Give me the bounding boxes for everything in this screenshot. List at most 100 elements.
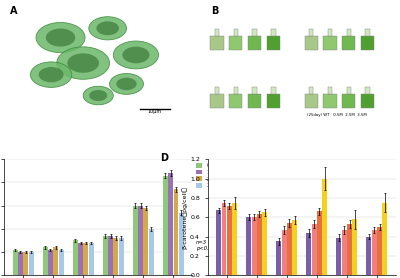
Bar bbox=[267, 94, 280, 108]
Bar bbox=[23, 252, 28, 275]
Bar bbox=[210, 94, 224, 108]
Bar bbox=[252, 87, 257, 94]
Circle shape bbox=[30, 62, 72, 87]
Bar bbox=[306, 233, 311, 275]
Circle shape bbox=[83, 86, 113, 105]
Bar bbox=[246, 217, 251, 275]
Bar bbox=[309, 87, 314, 94]
Bar bbox=[48, 250, 53, 275]
Bar bbox=[78, 243, 83, 275]
Text: (25day) WT   0.5M  2.5M  3.5M: (25day) WT 0.5M 2.5M 3.5M bbox=[308, 113, 367, 117]
Bar bbox=[324, 94, 337, 108]
Bar bbox=[366, 237, 371, 275]
Text: B: B bbox=[211, 6, 219, 16]
Bar bbox=[234, 87, 238, 94]
Bar bbox=[361, 94, 374, 108]
Circle shape bbox=[89, 90, 107, 101]
Y-axis label: β-carotene（pg/cell）: β-carotene（pg/cell） bbox=[182, 186, 187, 249]
Bar bbox=[372, 230, 377, 275]
Bar bbox=[377, 227, 382, 275]
Bar bbox=[328, 87, 332, 94]
Bar bbox=[287, 223, 292, 275]
Circle shape bbox=[110, 73, 144, 94]
Circle shape bbox=[36, 23, 85, 53]
Bar bbox=[234, 29, 238, 36]
Text: 10μm: 10μm bbox=[148, 109, 162, 114]
Bar bbox=[163, 175, 168, 275]
Bar bbox=[179, 213, 184, 275]
Bar bbox=[342, 94, 356, 108]
Bar bbox=[59, 250, 64, 275]
Bar bbox=[229, 94, 242, 108]
Bar bbox=[347, 87, 351, 94]
Circle shape bbox=[46, 29, 75, 47]
Text: n=3
p<0.05: n=3 p<0.05 bbox=[196, 240, 216, 251]
Bar bbox=[352, 219, 358, 275]
Bar bbox=[342, 230, 346, 275]
Bar bbox=[168, 173, 173, 275]
Bar bbox=[309, 29, 314, 36]
Bar bbox=[347, 224, 352, 275]
Bar bbox=[336, 237, 341, 275]
Bar bbox=[229, 36, 242, 50]
Bar bbox=[215, 29, 219, 36]
Bar bbox=[29, 252, 34, 275]
Bar bbox=[271, 29, 276, 36]
Bar bbox=[216, 210, 221, 275]
Bar bbox=[304, 94, 318, 108]
Bar bbox=[317, 212, 322, 275]
Bar bbox=[133, 206, 138, 275]
Bar bbox=[328, 29, 332, 36]
Bar bbox=[138, 206, 143, 275]
Bar bbox=[342, 36, 356, 50]
Bar bbox=[232, 203, 237, 275]
Bar bbox=[252, 217, 256, 275]
Bar bbox=[84, 243, 88, 275]
Bar bbox=[366, 29, 370, 36]
Bar bbox=[248, 94, 261, 108]
Bar bbox=[276, 241, 281, 275]
Circle shape bbox=[67, 53, 99, 73]
Bar bbox=[12, 250, 18, 275]
Text: A: A bbox=[10, 6, 17, 16]
Bar bbox=[304, 36, 318, 50]
Bar bbox=[257, 214, 262, 275]
Bar bbox=[271, 87, 276, 94]
Bar bbox=[347, 29, 351, 36]
Circle shape bbox=[113, 41, 158, 69]
Bar bbox=[144, 208, 148, 275]
Bar bbox=[366, 87, 370, 94]
Bar bbox=[119, 238, 124, 275]
Bar bbox=[54, 247, 58, 275]
Bar bbox=[174, 189, 178, 275]
Bar bbox=[324, 36, 337, 50]
Bar bbox=[149, 229, 154, 275]
Legend: 0.5M, 1.5M, 2.5M, 3.5M: 0.5M, 1.5M, 2.5M, 3.5M bbox=[399, 162, 400, 190]
Circle shape bbox=[116, 78, 137, 90]
Bar bbox=[210, 36, 224, 50]
Bar bbox=[103, 236, 108, 275]
Bar bbox=[282, 230, 286, 275]
Bar bbox=[267, 36, 280, 50]
Bar bbox=[361, 36, 374, 50]
Circle shape bbox=[122, 47, 150, 63]
Bar bbox=[248, 36, 261, 50]
Bar bbox=[222, 203, 226, 275]
Bar bbox=[114, 238, 118, 275]
Legend: 0.5M, 1.5M, 2.5M, 3.5M: 0.5M, 1.5M, 2.5M, 3.5M bbox=[195, 162, 221, 190]
Bar bbox=[108, 236, 113, 275]
Bar bbox=[227, 206, 232, 275]
Bar bbox=[89, 243, 94, 275]
Circle shape bbox=[57, 47, 110, 79]
Bar bbox=[42, 247, 48, 275]
Circle shape bbox=[89, 17, 126, 40]
Bar bbox=[252, 29, 257, 36]
Bar bbox=[292, 220, 297, 275]
Text: D: D bbox=[160, 153, 168, 163]
Bar bbox=[322, 178, 327, 275]
Bar bbox=[312, 224, 316, 275]
Bar bbox=[73, 240, 78, 275]
Bar bbox=[382, 203, 388, 275]
Circle shape bbox=[39, 67, 64, 82]
Bar bbox=[18, 252, 23, 275]
